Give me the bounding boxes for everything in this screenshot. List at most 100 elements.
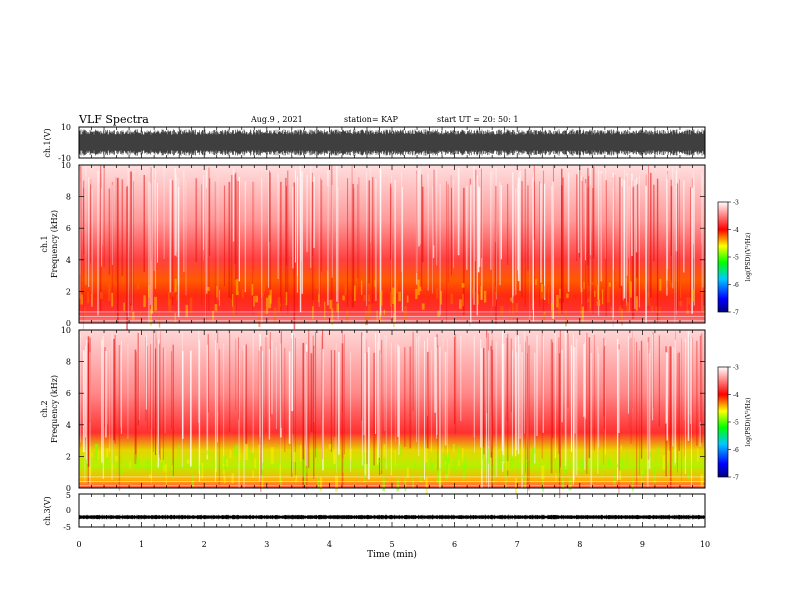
spectral-streak xyxy=(695,340,698,446)
spectral-streak xyxy=(243,345,245,490)
spectral-streak xyxy=(488,350,490,493)
spectral-streak xyxy=(287,170,289,314)
spectral-streak xyxy=(507,333,509,476)
spectral-burst xyxy=(80,294,83,305)
spectral-burst xyxy=(610,306,613,321)
spectral-burst xyxy=(454,458,457,476)
spectral-streak xyxy=(198,330,200,423)
freq-tick-label: 10 xyxy=(61,161,71,170)
time-tick-label: 9 xyxy=(640,540,645,549)
spectral-streak xyxy=(265,337,267,433)
spectral-streak xyxy=(228,181,231,298)
spectral-burst xyxy=(619,305,622,311)
spectral-burst xyxy=(642,469,645,475)
spectral-burst xyxy=(635,296,639,311)
ch1-colorbar-label: log(PSD)(V²/Hz) xyxy=(745,233,752,282)
spectral-streak xyxy=(215,350,217,473)
spectral-burst xyxy=(342,295,345,301)
spectral-burst xyxy=(363,473,365,483)
spectral-burst xyxy=(231,473,234,484)
spectral-streak xyxy=(421,186,424,263)
spectral-burst xyxy=(379,290,383,306)
spectral-burst xyxy=(597,285,599,300)
spectral-burst xyxy=(412,474,414,488)
spectral-streak xyxy=(462,187,465,316)
spectral-streak xyxy=(347,178,349,307)
spectral-streak xyxy=(473,165,475,305)
spectral-streak xyxy=(205,170,208,294)
spectral-streak xyxy=(597,346,599,474)
spectral-burst xyxy=(688,297,691,305)
spectral-burst xyxy=(541,465,545,480)
spectral-streak xyxy=(135,352,137,459)
spectral-streak xyxy=(587,168,589,266)
spectral-burst xyxy=(235,279,239,296)
spectral-burst xyxy=(651,305,654,312)
spectral-streak xyxy=(285,185,287,266)
spectral-burst xyxy=(647,291,650,306)
spectral-streak xyxy=(156,338,158,427)
spectral-burst xyxy=(548,287,550,305)
spectral-streak xyxy=(385,335,387,470)
spectral-burst xyxy=(424,448,428,463)
spectral-burst xyxy=(270,447,274,464)
spectral-streak xyxy=(416,337,417,443)
spectral-burst xyxy=(616,463,619,468)
spectral-burst xyxy=(679,300,683,307)
spectral-streak xyxy=(223,343,225,474)
spectral-burst xyxy=(150,309,152,326)
spectral-burst xyxy=(328,444,332,450)
spectral-streak xyxy=(601,173,603,275)
spectral-streak xyxy=(134,349,137,464)
spectral-burst xyxy=(216,285,218,298)
spectral-streak xyxy=(401,186,404,312)
spectral-streak xyxy=(111,181,114,293)
spectral-streak xyxy=(447,184,449,283)
freq-tick-label: 4 xyxy=(66,256,71,265)
spectral-streak xyxy=(523,330,526,434)
spectral-streak xyxy=(154,348,156,456)
spectral-streak xyxy=(148,181,150,323)
spectral-streak xyxy=(190,350,192,467)
spectral-streak xyxy=(550,185,553,311)
spectral-burst xyxy=(609,461,612,467)
spectral-streak xyxy=(474,337,475,453)
spectral-streak xyxy=(312,335,314,433)
spectral-burst xyxy=(251,284,254,296)
spectral-streak xyxy=(277,173,279,279)
ch3-ylabel: ch.3(V) xyxy=(43,496,52,525)
spectral-burst xyxy=(218,290,220,306)
spectral-burst xyxy=(234,445,237,458)
spectral-burst xyxy=(249,453,253,461)
spectral-streak xyxy=(268,349,271,440)
spectral-streak xyxy=(85,339,88,464)
spectral-burst xyxy=(462,457,466,473)
spectral-streak xyxy=(177,186,180,318)
spectral-burst xyxy=(235,444,239,458)
ch2-spectrogram-streaks xyxy=(79,330,707,499)
spectral-streak xyxy=(653,184,655,262)
spectral-burst xyxy=(448,462,450,477)
spectral-burst xyxy=(659,279,662,291)
spectral-streak xyxy=(579,168,581,258)
spectral-streak xyxy=(394,342,396,443)
freq-tick-label: 6 xyxy=(66,224,71,233)
spectral-streak xyxy=(138,331,140,421)
spectral-streak xyxy=(529,187,531,335)
freq-tick-label: 4 xyxy=(66,421,71,430)
time-tick-label: 4 xyxy=(327,540,332,549)
spectral-streak xyxy=(291,351,292,462)
spectral-burst xyxy=(97,450,99,460)
spectral-burst xyxy=(482,447,484,459)
spectral-burst xyxy=(129,461,131,469)
spectral-streak xyxy=(495,341,498,477)
spectral-streak xyxy=(684,342,685,457)
spectral-streak xyxy=(127,343,129,440)
spectral-streak xyxy=(521,181,523,298)
spectral-burst xyxy=(367,294,371,302)
spectral-burst xyxy=(393,297,395,312)
spectral-burst xyxy=(105,448,109,457)
spectral-burst xyxy=(510,297,513,302)
spectral-burst xyxy=(342,459,345,473)
spectral-streak xyxy=(83,180,85,255)
